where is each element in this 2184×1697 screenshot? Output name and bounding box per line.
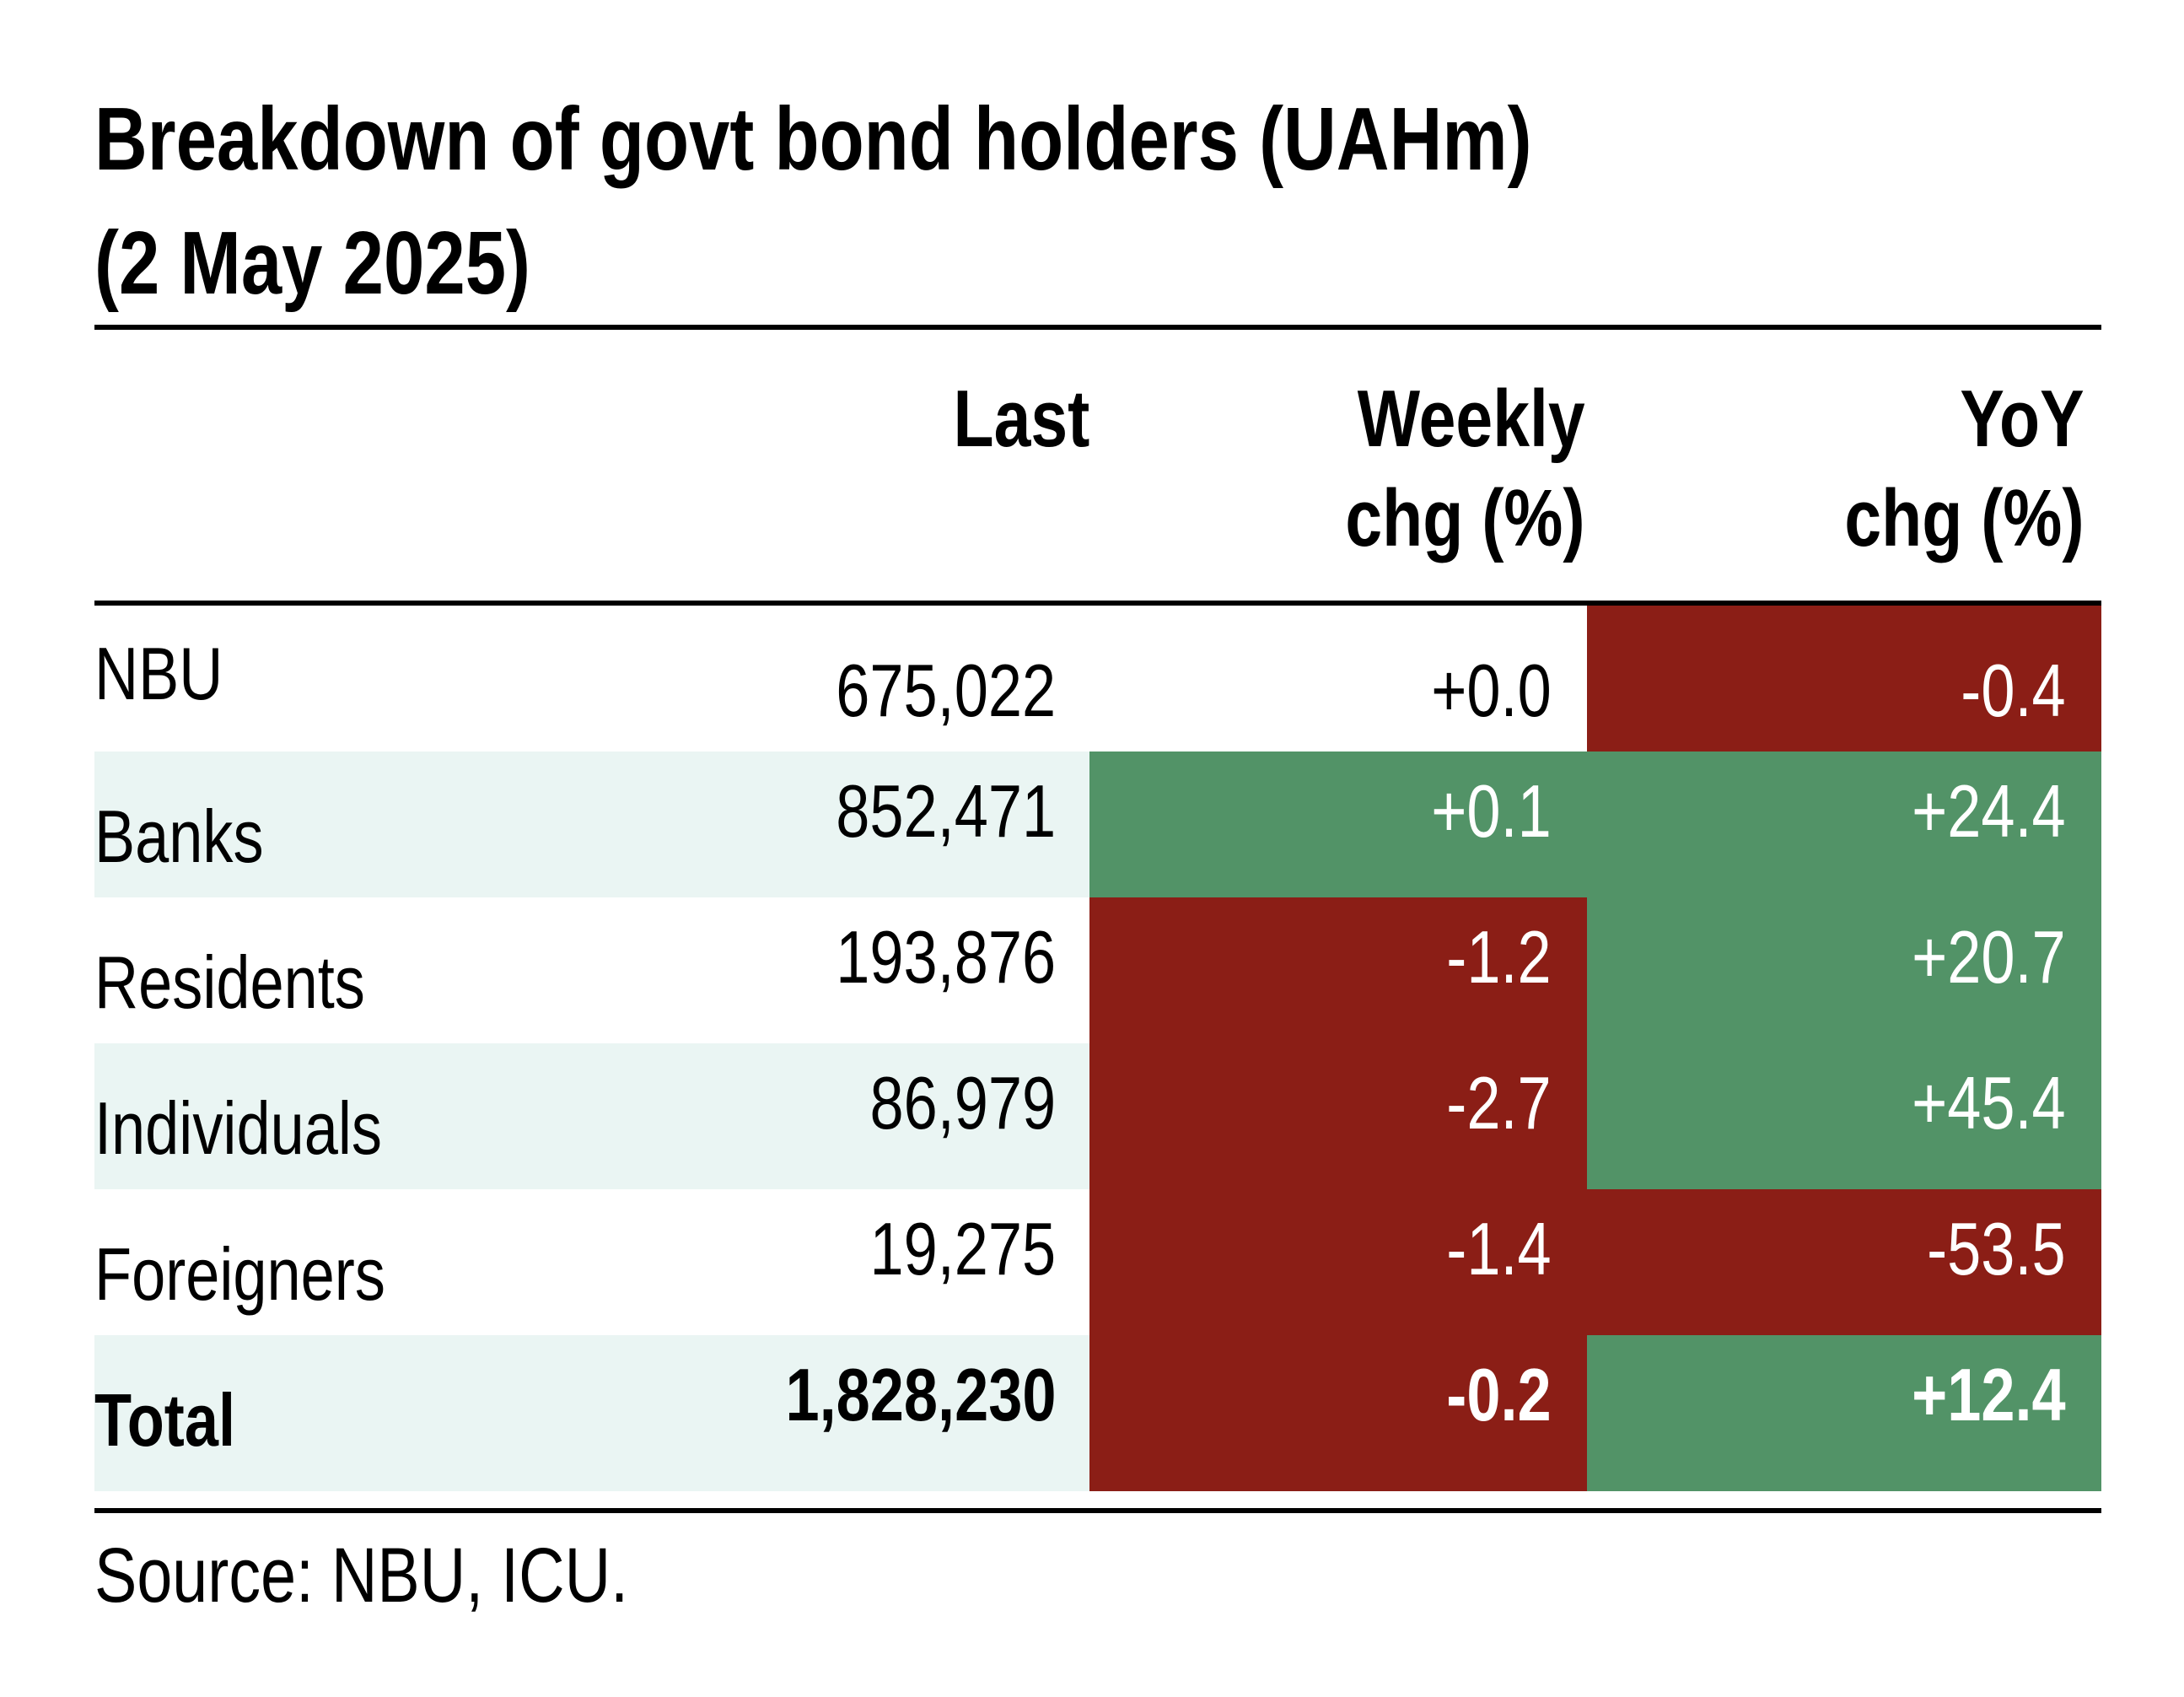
weekly-cell: -1.2: [1089, 897, 1587, 1043]
header-yoy-line-2: chg (%): [1844, 473, 2084, 563]
last-value: 852,471: [836, 769, 1056, 853]
table-row-banks: Banks 852,471 +0.1 +24.4: [94, 752, 2101, 897]
table-row-residents: Residents 193,876 -1.2 +20.7: [94, 897, 2101, 1043]
table-row-nbu: NBU 675,022 +0.0 -0.4: [94, 606, 2101, 752]
last-cell: 1,828,230: [617, 1335, 1089, 1491]
row-label: Foreigners: [94, 1232, 385, 1316]
yoy-cell: -53.5: [1587, 1189, 2101, 1335]
source-note: Source: NBU, ICU.: [94, 1533, 629, 1619]
header-rule: [94, 601, 2101, 606]
table-row-total: Total 1,828,230 -0.2 +12.4: [94, 1335, 2101, 1491]
weekly-cell: -0.2: [1089, 1335, 1587, 1491]
last-value: 193,876: [836, 915, 1056, 999]
weekly-cell: -1.4: [1089, 1189, 1587, 1335]
weekly-value: -1.4: [1446, 1207, 1552, 1290]
row-label-cell: Foreigners: [94, 1189, 617, 1335]
weekly-value: +0.1: [1431, 769, 1552, 853]
row-label-cell: NBU: [94, 606, 617, 752]
last-cell: 19,275: [617, 1189, 1089, 1335]
last-cell: 86,979: [617, 1043, 1089, 1189]
weekly-cell: +0.1: [1089, 752, 1587, 897]
weekly-value: -2.7: [1446, 1061, 1552, 1145]
last-value: 19,275: [869, 1207, 1056, 1290]
row-label: Banks: [94, 795, 264, 878]
header-last: Last: [923, 369, 1089, 469]
header-yoy: YoY chg (%): [1792, 369, 2084, 568]
bottom-rule: [94, 1508, 2101, 1513]
last-value: 1,828,230: [784, 1353, 1056, 1436]
row-label: NBU: [94, 632, 223, 715]
yoy-cell: +24.4: [1587, 752, 2101, 897]
row-label-cell: Residents: [94, 897, 617, 1043]
title-line-2: (2 May 2025): [94, 213, 530, 313]
row-label: Total: [94, 1378, 236, 1462]
yoy-value: -53.5: [1927, 1207, 2066, 1290]
header-weekly-line-1: Weekly: [1358, 374, 1585, 464]
title-line-1: Breakdown of govt bond holders (UAHm): [94, 89, 1532, 189]
yoy-value: +20.7: [1912, 915, 2066, 999]
header-last-label: Last: [953, 374, 1089, 464]
row-label: Individuals: [94, 1086, 382, 1170]
yoy-cell: +20.7: [1587, 897, 2101, 1043]
last-cell: 193,876: [617, 897, 1089, 1043]
header-weekly-line-2: chg (%): [1345, 473, 1585, 563]
header-weekly: Weekly chg (%): [1293, 369, 1585, 568]
row-label: Residents: [94, 940, 365, 1024]
table-title: Breakdown of govt bond holders (UAHm) (2…: [94, 78, 1740, 326]
row-label-cell: Total: [94, 1335, 617, 1491]
weekly-value: -1.2: [1446, 915, 1552, 999]
row-label-cell: Banks: [94, 752, 617, 897]
header-yoy-line-1: YoY: [1960, 374, 2084, 464]
yoy-cell: -0.4: [1587, 606, 2101, 752]
yoy-value: +24.4: [1912, 769, 2066, 853]
weekly-cell: +0.0: [1089, 606, 1587, 752]
last-cell: 675,022: [617, 606, 1089, 752]
row-label-cell: Individuals: [94, 1043, 617, 1189]
weekly-value: +0.0: [1431, 649, 1552, 732]
last-cell: 852,471: [617, 752, 1089, 897]
yoy-value: -0.4: [1961, 649, 2066, 732]
yoy-cell: +45.4: [1587, 1043, 2101, 1189]
weekly-value: -0.2: [1446, 1353, 1552, 1436]
yoy-cell: +12.4: [1587, 1335, 2101, 1491]
yoy-value: +12.4: [1912, 1353, 2066, 1436]
yoy-value: +45.4: [1912, 1061, 2066, 1145]
last-value: 675,022: [836, 649, 1056, 732]
table-row-individuals: Individuals 86,979 -2.7 +45.4: [94, 1043, 2101, 1189]
holders-table: NBU 675,022 +0.0 -0.4 Banks 852,471 +0.1…: [94, 606, 2101, 1491]
table-row-foreigners: Foreigners 19,275 -1.4 -53.5: [94, 1189, 2101, 1335]
last-value: 86,979: [869, 1061, 1056, 1145]
top-rule: [94, 325, 2101, 330]
weekly-cell: -2.7: [1089, 1043, 1587, 1189]
